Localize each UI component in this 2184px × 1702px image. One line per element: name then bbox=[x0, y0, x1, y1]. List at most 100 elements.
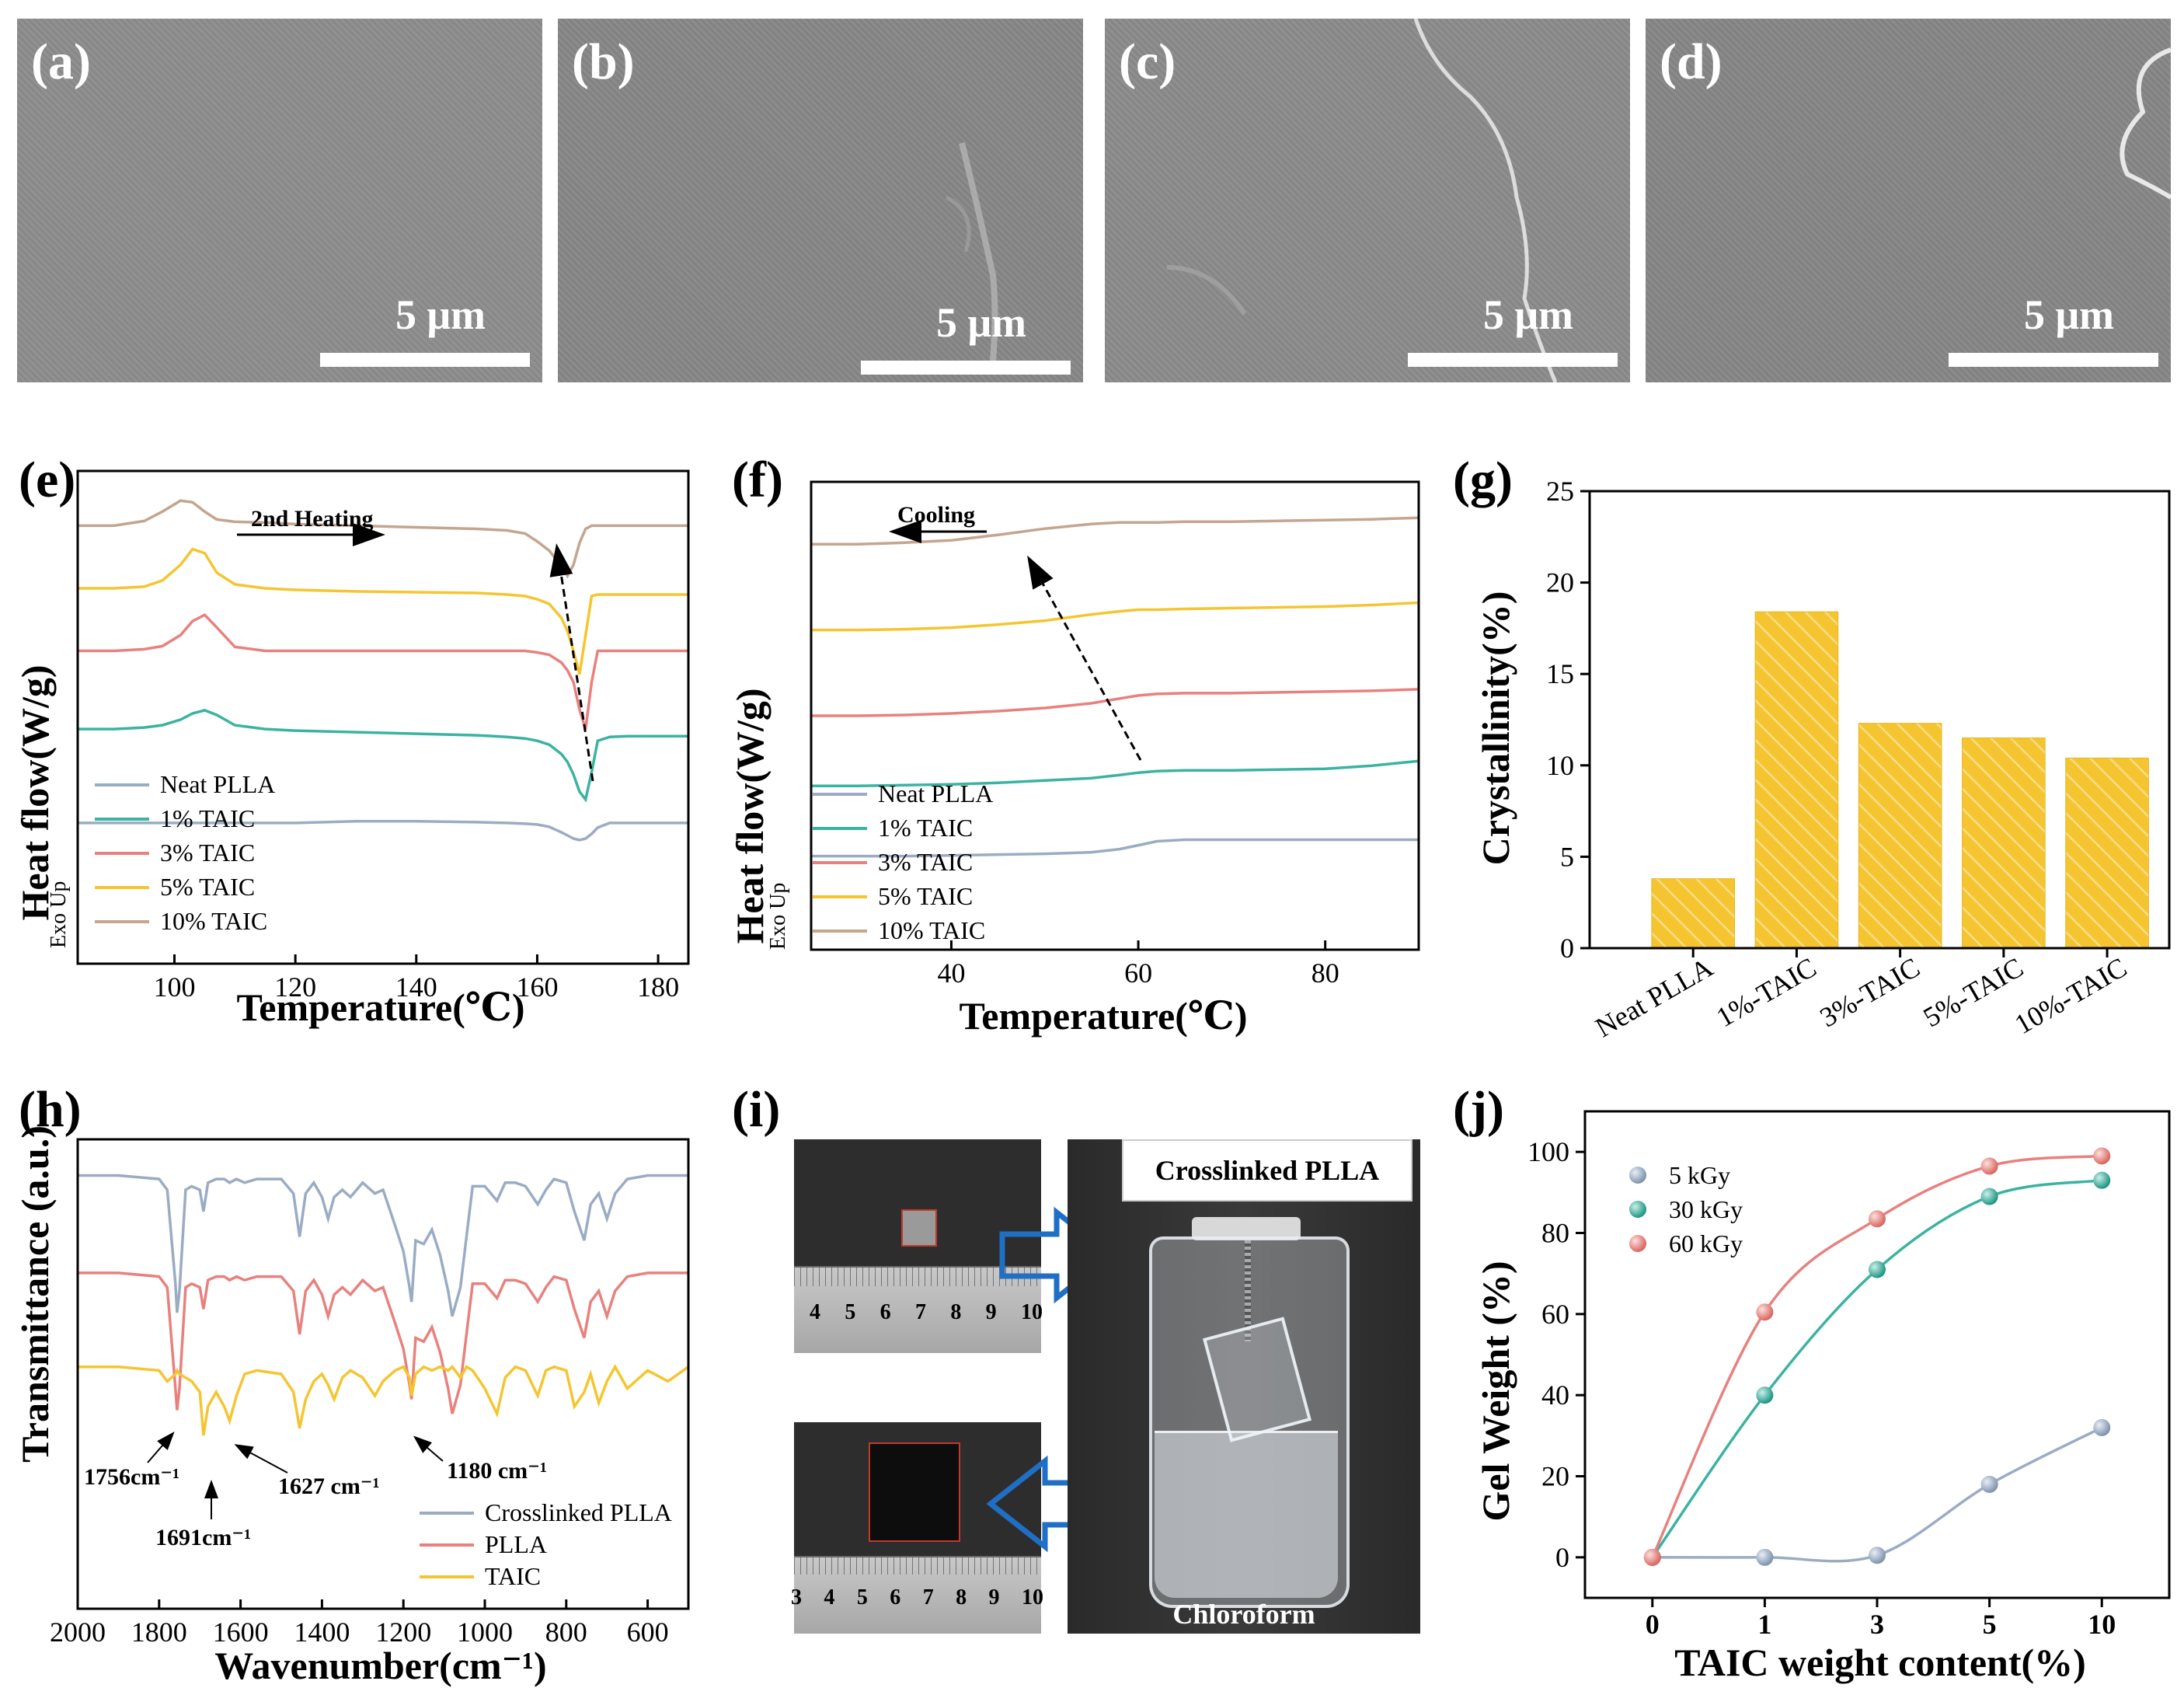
y-tick-label: 40 bbox=[1541, 1379, 1569, 1411]
x-tick-label: 600 bbox=[627, 1617, 669, 1648]
y-tick-label: 60 bbox=[1541, 1299, 1569, 1330]
fit-line-60-kgy bbox=[1651, 1154, 2102, 1558]
scale-bar-a bbox=[320, 353, 530, 367]
legend-label: 1% TAIC bbox=[160, 804, 255, 832]
panel-label-i: (i) bbox=[732, 1081, 781, 1138]
legend-label: 5% TAIC bbox=[878, 882, 973, 910]
chart-f-svg: 40 60 80 Cooling Heat flow(W/g) Exo Up Tem… bbox=[728, 480, 1420, 1038]
peak-label-1756: 1756cm⁻¹ bbox=[84, 1464, 179, 1490]
legend-label: PLLA bbox=[485, 1530, 547, 1558]
bar bbox=[1962, 738, 2046, 949]
chart-j-svg: 0 20 40 60 80 100 0 1 3 5 10 Gel Weight (%) TAIC w… bbox=[1474, 1110, 2171, 1684]
ruler-num: 4 bbox=[824, 1585, 835, 1610]
sem-image-b: (b) 5 μm bbox=[558, 19, 1083, 382]
scale-bar-d bbox=[1949, 353, 2158, 367]
series-line-neat-plla bbox=[78, 820, 688, 842]
chloroform-liquid bbox=[1155, 1431, 1338, 1598]
panel-label-j: (j) bbox=[1453, 1081, 1504, 1138]
panel-label-a: (a) bbox=[31, 33, 91, 90]
panel-label-g: (g) bbox=[1453, 452, 1513, 508]
scale-label-c: 5 μm bbox=[1482, 291, 1574, 338]
x-tick-label: 1800 bbox=[131, 1617, 187, 1648]
scale-label-a: 5 μm bbox=[395, 291, 486, 338]
x-tick-label: 0 bbox=[1646, 1609, 1660, 1640]
ruler-bottom: 3 4 5 6 7 8 9 10 bbox=[791, 1556, 1043, 1634]
x-tick-label: 1400 bbox=[294, 1617, 350, 1648]
scale-bar-b bbox=[861, 361, 1071, 375]
peak-trend-arrow bbox=[549, 543, 594, 782]
x-tick-label: 2000 bbox=[50, 1617, 106, 1648]
y-tick-label: 20 bbox=[1541, 1461, 1569, 1492]
sem-image-c: (c) 5 μm bbox=[1105, 19, 1630, 382]
chart-h: (h) 2000 1800 1600 1400 1200 1000 800 600 1756c… bbox=[0, 1080, 699, 1702]
chart-g: (g) Neat PLLA 1%-TAIC 3%-TAIC 5%-TAIC 10%-TA… bbox=[1445, 451, 2184, 1072]
legend-label: 10% TAIC bbox=[878, 916, 985, 944]
x-tick-label: 40 bbox=[937, 957, 965, 989]
chart-f-annotation: Cooling bbox=[897, 502, 975, 528]
ruler-num: 4 bbox=[810, 1300, 820, 1324]
ruler-num: 5 bbox=[845, 1300, 856, 1324]
x-tick-label: Neat PLLA bbox=[1590, 951, 1719, 1043]
y-tick-label: 100 bbox=[1527, 1136, 1569, 1167]
x-tick-label: 1200 bbox=[375, 1617, 431, 1648]
x-tick-label: 800 bbox=[545, 1617, 587, 1648]
legend-label: 3% TAIC bbox=[878, 848, 973, 876]
y-tick-label: 0 bbox=[1555, 1542, 1569, 1573]
legend-label: 30 kGy bbox=[1669, 1195, 1743, 1223]
x-tick-label: 1%-TAIC bbox=[1711, 951, 1821, 1033]
chart-h-xlabel: Wavenumber(cm⁻¹) bbox=[214, 1644, 546, 1687]
x-tick-label: 3 bbox=[1870, 1609, 1884, 1640]
x-tick-label: 60 bbox=[1124, 957, 1152, 989]
x-tick-label: 1000 bbox=[457, 1617, 513, 1648]
legend-label: TAIC bbox=[485, 1562, 541, 1590]
vial-caption-bottom: Chloroform bbox=[1172, 1599, 1315, 1630]
vial-caption-top: Crosslinked PLLA bbox=[1122, 1139, 1412, 1202]
film-sample-small bbox=[901, 1209, 937, 1247]
x-tick-label: 3%-TAIC bbox=[1814, 951, 1924, 1033]
chart-f: (f) 40 60 80 Cooling Heat flow(W/g) Exo Up… bbox=[715, 451, 1430, 1057]
legend-marker bbox=[1629, 1167, 1646, 1184]
plot-frame bbox=[76, 1138, 690, 1610]
chart-f-exo-label: Exo Up bbox=[766, 883, 790, 950]
x-tick-label: 80 bbox=[1311, 957, 1339, 989]
legend-label: Neat PLLA bbox=[878, 780, 993, 807]
series-line-3-taic bbox=[811, 688, 1419, 717]
ruler-top: 4 5 6 7 8 9 10 bbox=[794, 1266, 1043, 1353]
series-line-3-taic bbox=[78, 613, 688, 730]
data-point bbox=[1869, 1547, 1886, 1564]
y-tick-label: 80 bbox=[1541, 1218, 1569, 1249]
legend-marker bbox=[1629, 1201, 1646, 1218]
ruler-num: 9 bbox=[988, 1585, 1000, 1610]
series-line-neat-plla bbox=[811, 838, 1419, 858]
legend-label: 1% TAIC bbox=[878, 814, 973, 842]
chart-h-ylabel: Transmittance (a.u.) bbox=[13, 1125, 57, 1463]
data-point bbox=[1980, 1188, 1998, 1205]
ruler-num: 7 bbox=[914, 1300, 926, 1324]
chart-e-xlabel: Temperature(℃) bbox=[237, 985, 525, 1029]
peak-arrow-1180 bbox=[413, 1435, 444, 1462]
ruler-num: 8 bbox=[950, 1300, 962, 1324]
series-line-plla bbox=[78, 1271, 688, 1414]
legend-label: 5 kGy bbox=[1669, 1161, 1730, 1189]
y-tick-label: 5 bbox=[1560, 841, 1574, 872]
panel-label-e: (e) bbox=[19, 452, 76, 508]
x-tick-label: 100 bbox=[154, 971, 196, 1003]
x-tick-label: 1600 bbox=[213, 1617, 269, 1648]
bar bbox=[2065, 757, 2149, 949]
peak-arrow-1627 bbox=[234, 1444, 288, 1474]
series-line-5-taic bbox=[811, 601, 1419, 632]
fit-line-30-kgy bbox=[1651, 1178, 2102, 1558]
series-line-1-taic bbox=[78, 709, 688, 803]
legend-label: 3% TAIC bbox=[160, 839, 255, 867]
chart-j-ylabel: Gel Weight (%) bbox=[1474, 1261, 1517, 1521]
bar bbox=[1754, 611, 1839, 949]
chart-e-ylabel: Heat flow(W/g) bbox=[13, 664, 57, 920]
fit-line-5-kgy bbox=[1652, 1426, 2103, 1563]
legend-label: Neat PLLA bbox=[160, 770, 275, 798]
x-tick-label: 5%-TAIC bbox=[1918, 951, 2029, 1033]
series-line-5-taic bbox=[78, 547, 688, 675]
data-point bbox=[1869, 1210, 1886, 1228]
series-line-10-taic bbox=[78, 499, 688, 579]
ruler-num: 6 bbox=[890, 1585, 901, 1610]
